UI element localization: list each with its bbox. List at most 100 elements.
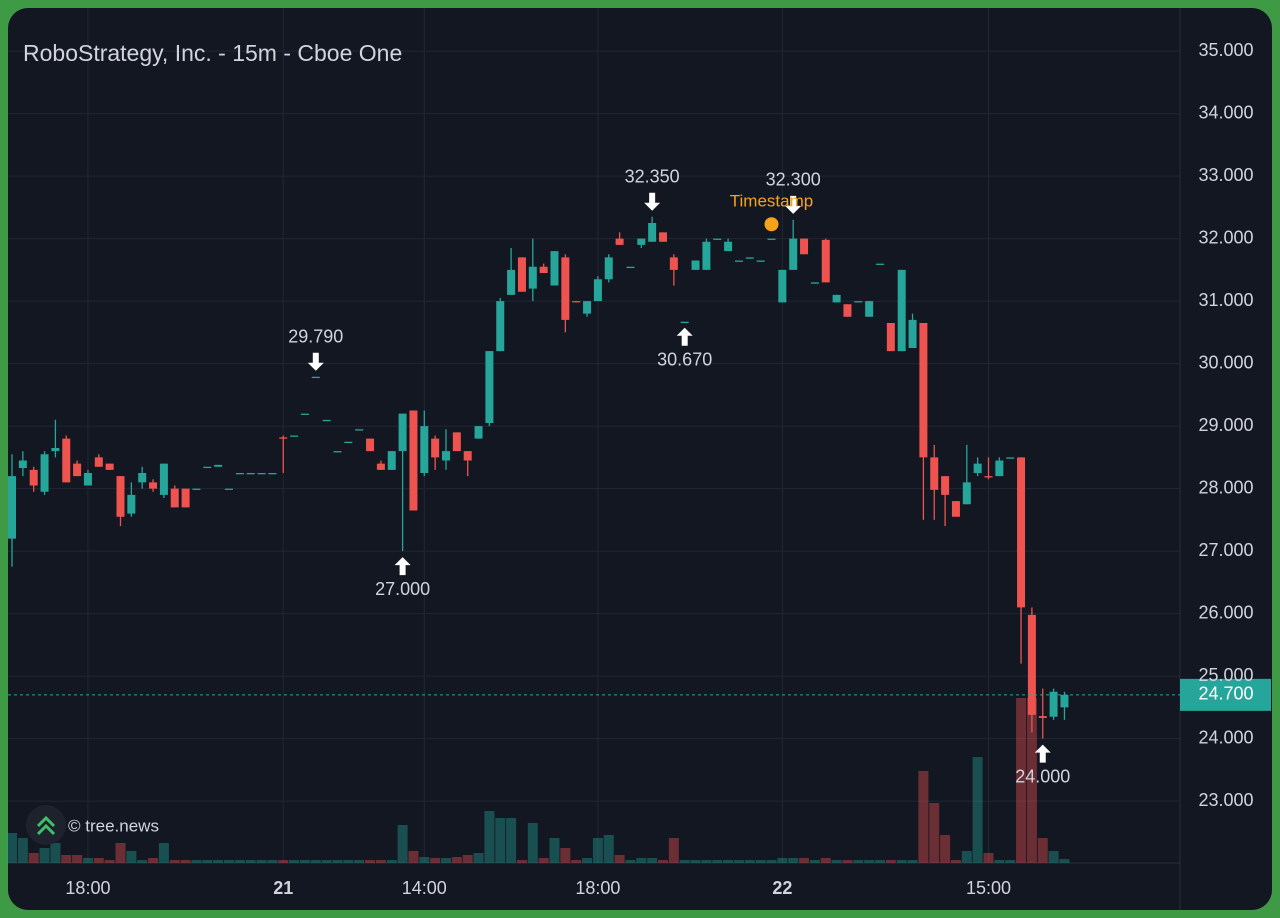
volume-bar: [1059, 859, 1070, 863]
candle-body: [995, 460, 1004, 477]
marker-label: 30.670: [657, 350, 712, 370]
candle-body: [648, 223, 657, 242]
volume-bar: [679, 860, 690, 863]
volume-bar: [419, 857, 430, 863]
volume-bar: [17, 838, 28, 863]
candle-body: [192, 488, 201, 490]
volume-bar: [354, 860, 365, 863]
last-price-box: [1180, 678, 1271, 711]
chart-background: [8, 8, 1272, 910]
volume-bar: [7, 833, 17, 863]
candle-body: [442, 451, 450, 461]
candle-body: [778, 269, 787, 303]
volume-bar: [148, 858, 159, 863]
chart-title: RoboStrategy, Inc. - 15m - Cboe One: [23, 40, 402, 66]
candle-body: [897, 269, 906, 352]
volume-bar: [885, 860, 896, 863]
candle-body: [235, 473, 244, 475]
candle-body: [843, 304, 852, 317]
x-tick-label: 22: [772, 878, 792, 898]
volume-bar: [365, 860, 376, 863]
volume-bar: [473, 853, 484, 863]
volume-bar: [462, 855, 473, 863]
candle-body: [257, 473, 266, 475]
y-tick-label: 26.000: [1198, 602, 1253, 622]
volume-bar: [875, 860, 885, 863]
overlay-layer: 24.700 29.790 32.350 32.300 27.000 30.670 24.0…: [8, 167, 1271, 786]
volume-bar: [278, 860, 289, 863]
candle-body: [1017, 457, 1026, 608]
candle-body: [116, 476, 125, 517]
candle-body: [604, 257, 613, 280]
candle-body: [1049, 691, 1058, 717]
volume-bar: [603, 835, 614, 863]
volume-bar: [538, 858, 549, 863]
candle-body: [528, 266, 537, 289]
volume-bar: [614, 855, 625, 863]
candle-body: [496, 301, 505, 352]
volume-bar: [441, 858, 451, 863]
candle-body: [561, 257, 570, 320]
candle-body: [474, 426, 483, 439]
candle-body: [984, 476, 993, 478]
candle-body: [702, 241, 711, 270]
x-tick-label: 18:00: [65, 878, 110, 898]
candle-body: [322, 419, 331, 422]
volume-bar: [202, 860, 213, 863]
candle-body: [713, 238, 722, 240]
timestamp-label: Timestamp: [730, 192, 813, 211]
volume-bar: [907, 860, 918, 863]
candle-body: [1006, 457, 1015, 459]
volume-layer: [7, 698, 1070, 863]
volume-bar: [39, 848, 50, 863]
volume-bar: [310, 860, 321, 863]
volume-bar: [820, 858, 831, 863]
candle-body: [550, 251, 559, 286]
candle-body: [355, 429, 364, 431]
y-tick-label: 29.000: [1198, 415, 1253, 435]
marker-arrow: [1034, 744, 1051, 763]
volume-bar: [506, 818, 517, 863]
volume-bar: [809, 860, 820, 863]
volume-bar: [961, 851, 972, 863]
marker-arrow: [644, 192, 661, 211]
candle-body: [539, 266, 548, 273]
candle-body: [376, 463, 385, 470]
y-tick-label: 24.000: [1198, 727, 1253, 747]
y-tick-label: 31.000: [1198, 290, 1253, 310]
volume-bar: [495, 818, 506, 863]
candle-body: [691, 260, 700, 270]
candle-body: [669, 257, 678, 270]
candle-body: [626, 266, 635, 269]
volume-bar: [28, 853, 39, 863]
y-tick-label: 23.000: [1198, 790, 1253, 810]
volume-bar: [169, 860, 180, 863]
candle-body: [398, 413, 407, 452]
volume-bar: [289, 860, 300, 863]
candle-body: [941, 476, 950, 495]
candle-layer: [8, 216, 1069, 739]
volume-bar: [592, 838, 603, 863]
volume-bar: [1026, 698, 1037, 863]
volume-bar: [115, 843, 126, 863]
candle-body: [680, 321, 689, 324]
volume-bar: [712, 860, 723, 863]
volume-bar: [853, 860, 864, 863]
volume-bar: [690, 860, 701, 863]
volume-bar: [451, 857, 462, 863]
candle-body: [886, 323, 895, 352]
marker-label: 27.000: [375, 579, 430, 599]
x-tick-label: 18:00: [575, 878, 620, 898]
volume-bar: [983, 853, 994, 863]
volume-bar: [72, 855, 83, 863]
candle-body: [615, 238, 624, 245]
candle-body: [789, 238, 798, 270]
candle-body: [29, 469, 38, 486]
candle-body: [409, 410, 418, 511]
volume-bar: [950, 860, 961, 863]
candle-body: [73, 463, 82, 477]
y-tick-label: 30.000: [1198, 352, 1253, 372]
candle-body: [94, 457, 103, 467]
volume-bar: [668, 838, 679, 863]
watermark: © tree.news: [68, 816, 159, 835]
